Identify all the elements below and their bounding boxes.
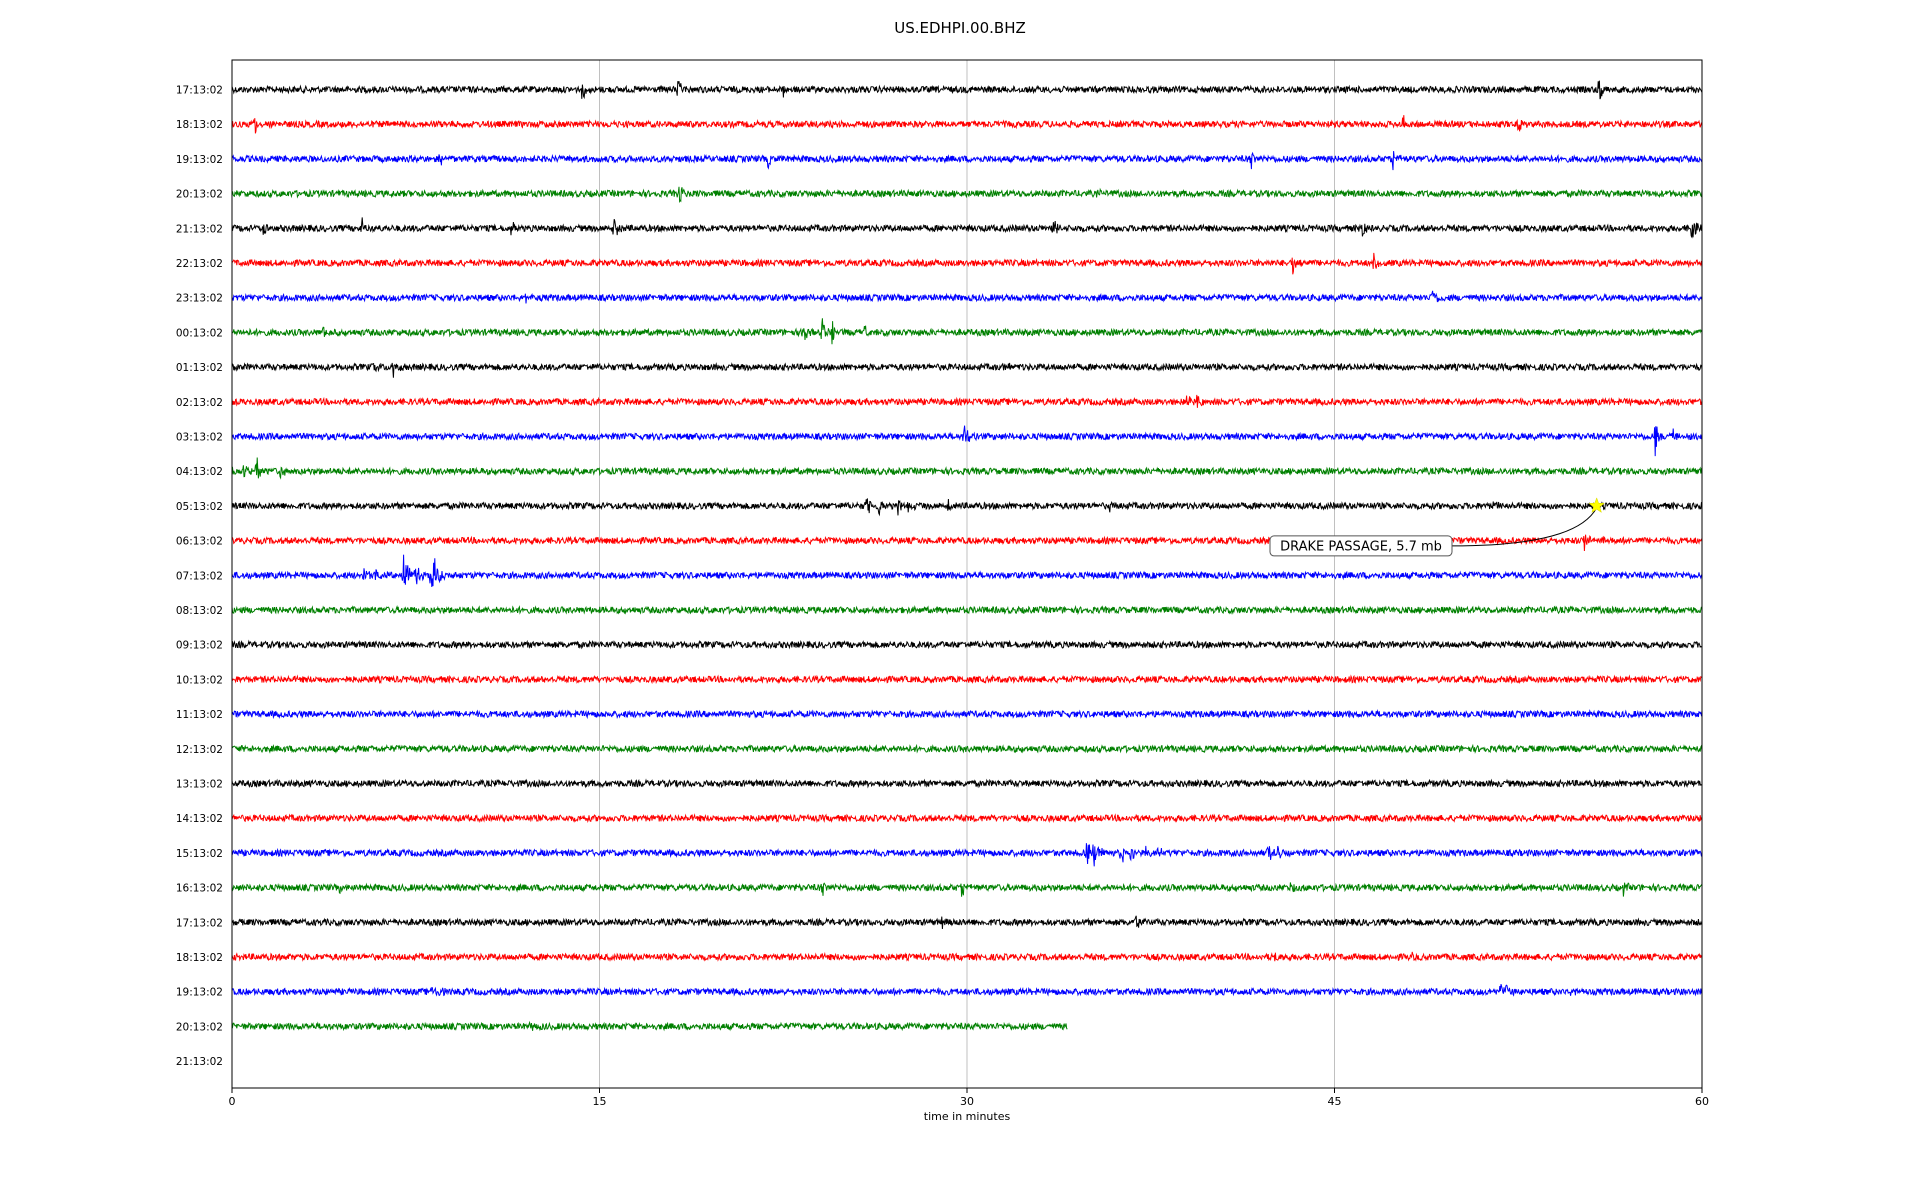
trace-line [231, 425, 1703, 457]
row-time-label: 05:13:02 [176, 501, 223, 513]
trace-line [231, 674, 1703, 685]
trace-line [231, 80, 1703, 100]
row-time-label: 18:13:02 [176, 119, 223, 131]
trace-line [231, 554, 1703, 588]
row-time-label: 03:13:02 [176, 432, 223, 444]
row-time-label: 19:13:02 [176, 987, 223, 999]
trace-line [231, 318, 1703, 345]
row-time-label: 01:13:02 [176, 362, 223, 374]
row-time-label: 14:13:02 [176, 813, 223, 825]
x-tick-label: 45 [1328, 1095, 1342, 1108]
trace-line [231, 115, 1703, 134]
trace-line [231, 709, 1703, 720]
row-time-label: 11:13:02 [176, 709, 223, 721]
trace-line [231, 290, 1703, 304]
row-time-label: 17:13:02 [176, 85, 223, 97]
row-time-label: 20:13:02 [176, 1021, 223, 1033]
x-tick-label: 15 [593, 1095, 607, 1108]
row-time-label: 02:13:02 [176, 397, 223, 409]
row-time-label: 00:13:02 [176, 327, 223, 339]
x-tick-label: 30 [960, 1095, 974, 1108]
row-time-label: 04:13:02 [176, 466, 223, 478]
row-time-label: 23:13:02 [176, 293, 223, 305]
row-time-label: 18:13:02 [176, 952, 223, 964]
annotation-box [1269, 535, 1453, 557]
row-time-label: 21:13:02 [176, 1056, 223, 1068]
trace-line [231, 604, 1703, 616]
row-time-label: 22:13:02 [176, 258, 223, 270]
row-time-label: 08:13:02 [176, 605, 223, 617]
row-time-label: 19:13:02 [176, 154, 223, 166]
annotation-text: DRAKE PASSAGE, 5.7 mb [1280, 539, 1442, 554]
trace-line [231, 1020, 1068, 1032]
trace-line [231, 252, 1703, 275]
trace-line [231, 813, 1703, 824]
trace-line [231, 362, 1703, 378]
event-star-marker [1588, 497, 1605, 513]
trace-line [231, 217, 1703, 239]
row-time-label: 06:13:02 [176, 536, 223, 548]
row-time-label: 10:13:02 [176, 674, 223, 686]
x-tick-label: 60 [1695, 1095, 1709, 1108]
trace-line [231, 843, 1703, 867]
row-time-label: 12:13:02 [176, 744, 223, 756]
row-time-label: 15:13:02 [176, 848, 223, 860]
trace-line [231, 534, 1703, 552]
row-time-label: 20:13:02 [176, 189, 223, 201]
chart-title: US.EDHPI.00.BHZ [894, 19, 1026, 37]
trace-line [231, 186, 1703, 204]
x-axis-label: time in minutes [923, 1110, 1011, 1123]
row-time-label: 07:13:02 [176, 570, 223, 582]
trace-line [231, 743, 1703, 754]
trace-line [231, 882, 1703, 897]
trace-line [231, 151, 1703, 171]
x-tick-label: 0 [229, 1095, 236, 1108]
row-time-label: 17:13:02 [176, 917, 223, 929]
trace-line [231, 498, 1703, 517]
trace-line [231, 639, 1703, 650]
trace-line [231, 984, 1703, 997]
trace-line [231, 778, 1703, 789]
row-time-label: 21:13:02 [176, 223, 223, 235]
trace-line [231, 394, 1703, 408]
trace-line [231, 915, 1703, 930]
row-time-label: 13:13:02 [176, 779, 223, 791]
row-time-label: 16:13:02 [176, 883, 223, 895]
trace-line [231, 457, 1703, 480]
row-time-label: 09:13:02 [176, 640, 223, 652]
trace-line [231, 951, 1703, 962]
annotation-connector [1451, 507, 1598, 547]
